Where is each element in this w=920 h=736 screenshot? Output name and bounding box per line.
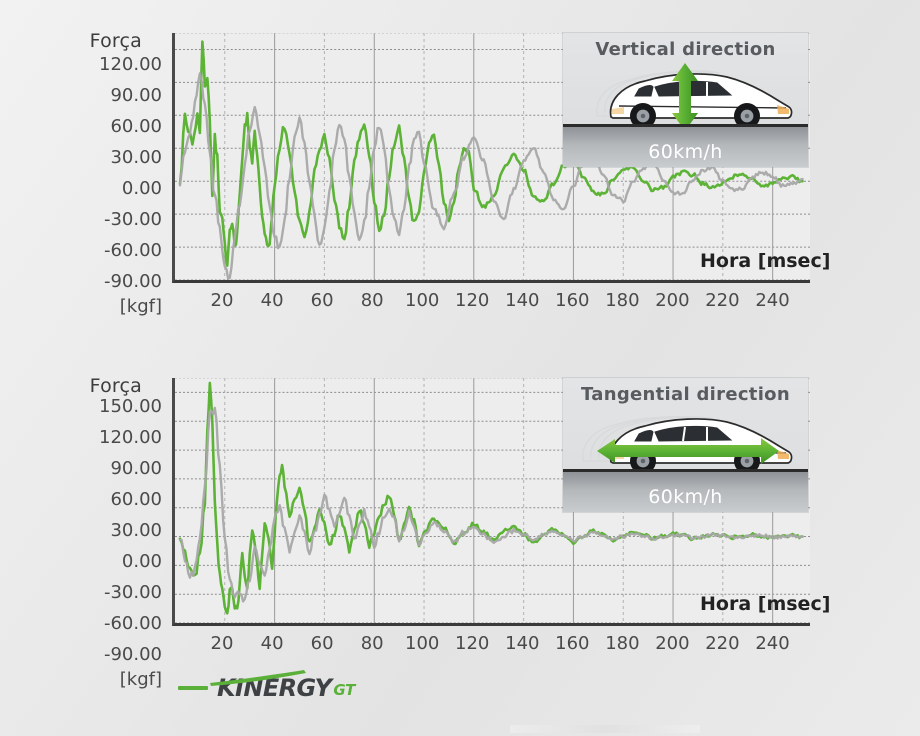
road-band	[563, 124, 808, 167]
y-tick: 60.00	[110, 116, 162, 137]
x-tick: 140	[505, 633, 540, 654]
y-tick: -90.00	[103, 644, 162, 665]
speed-label: 60km/h	[648, 486, 723, 508]
car-illustration-icon	[596, 70, 793, 129]
x-tick: 120	[455, 290, 490, 311]
y-axis-unit: [kgf]	[119, 669, 162, 690]
y-tick: -30.00	[103, 582, 162, 603]
x-tick: 140	[505, 290, 540, 311]
y-tick: -90.00	[103, 271, 162, 292]
logo-brand: KINERGY	[217, 674, 332, 702]
y-tick: -60.00	[103, 613, 162, 634]
x-tick: 80	[360, 290, 384, 311]
y-tick: 150.00	[99, 396, 162, 417]
y-axis-title: Força	[89, 30, 142, 52]
x-tick: 240	[755, 290, 790, 311]
inset-title: Vertical direction	[595, 39, 776, 60]
logo-dash-icon	[178, 686, 208, 690]
footer-watermark	[510, 725, 700, 733]
x-tick: 160	[555, 633, 590, 654]
x-tick: 120	[455, 633, 490, 654]
y-tick-group: 150.00 120.00 90.00 60.00 30.00 0.00 -30…	[40, 345, 162, 690]
x-tick: 200	[655, 290, 690, 311]
kinergy-gt-logo: KINERGY GT	[178, 670, 356, 702]
x-tick: 180	[605, 290, 640, 311]
inset-title: Tangential direction	[581, 384, 790, 405]
x-tick: 200	[655, 633, 690, 654]
x-tick: 60	[310, 290, 334, 311]
y-tick: 120.00	[99, 427, 162, 448]
inset-vertical-direction: Vertical direction	[563, 33, 808, 167]
chart-tangential-direction: Força 150.00 120.00 90.00 60.00 30.00 0.…	[0, 345, 920, 690]
x-tick: 20	[210, 290, 234, 311]
x-tick: 20	[210, 633, 234, 654]
y-tick: 90.00	[110, 458, 162, 479]
x-tick: 40	[260, 633, 284, 654]
road-band	[563, 469, 808, 512]
x-axis-label: Hora [msec]	[700, 593, 831, 615]
y-tick: -60.00	[103, 240, 162, 261]
y-tick: 120.00	[99, 54, 162, 75]
y-tick-group: 120.00 90.00 60.00 30.00 0.00 -30.00 -60…	[40, 0, 162, 330]
x-tick: 180	[605, 633, 640, 654]
x-tick: 220	[705, 633, 740, 654]
y-tick: 60.00	[110, 489, 162, 510]
x-tick: 160	[555, 290, 590, 311]
chart-vertical-direction: Força 120.00 90.00 60.00 30.00 0.00 -30.…	[0, 0, 920, 330]
y-tick: 0.00	[121, 178, 162, 199]
x-tick: 60	[310, 633, 334, 654]
y-tick: 0.00	[121, 551, 162, 572]
x-axis-label: Hora [msec]	[700, 250, 831, 272]
x-tick: 80	[360, 633, 384, 654]
y-tick: 30.00	[110, 520, 162, 541]
speed-label: 60km/h	[648, 141, 723, 163]
y-axis-title: Força	[89, 375, 142, 397]
x-tick: 240	[755, 633, 790, 654]
vertical-arrow-icon	[672, 63, 698, 131]
y-tick: 90.00	[110, 85, 162, 106]
y-tick: 30.00	[110, 147, 162, 168]
x-tick: 40	[260, 290, 284, 311]
x-tick: 220	[705, 290, 740, 311]
y-tick: -30.00	[103, 209, 162, 230]
horizontal-arrow-icon	[597, 438, 779, 464]
x-tick: 100	[405, 290, 440, 311]
inset-tangential-direction: Tangential direction	[563, 378, 808, 512]
logo-suffix: GT	[333, 681, 356, 699]
y-axis-unit: [kgf]	[119, 296, 162, 317]
x-tick: 100	[405, 633, 440, 654]
logo-swoosh-icon	[210, 670, 306, 686]
